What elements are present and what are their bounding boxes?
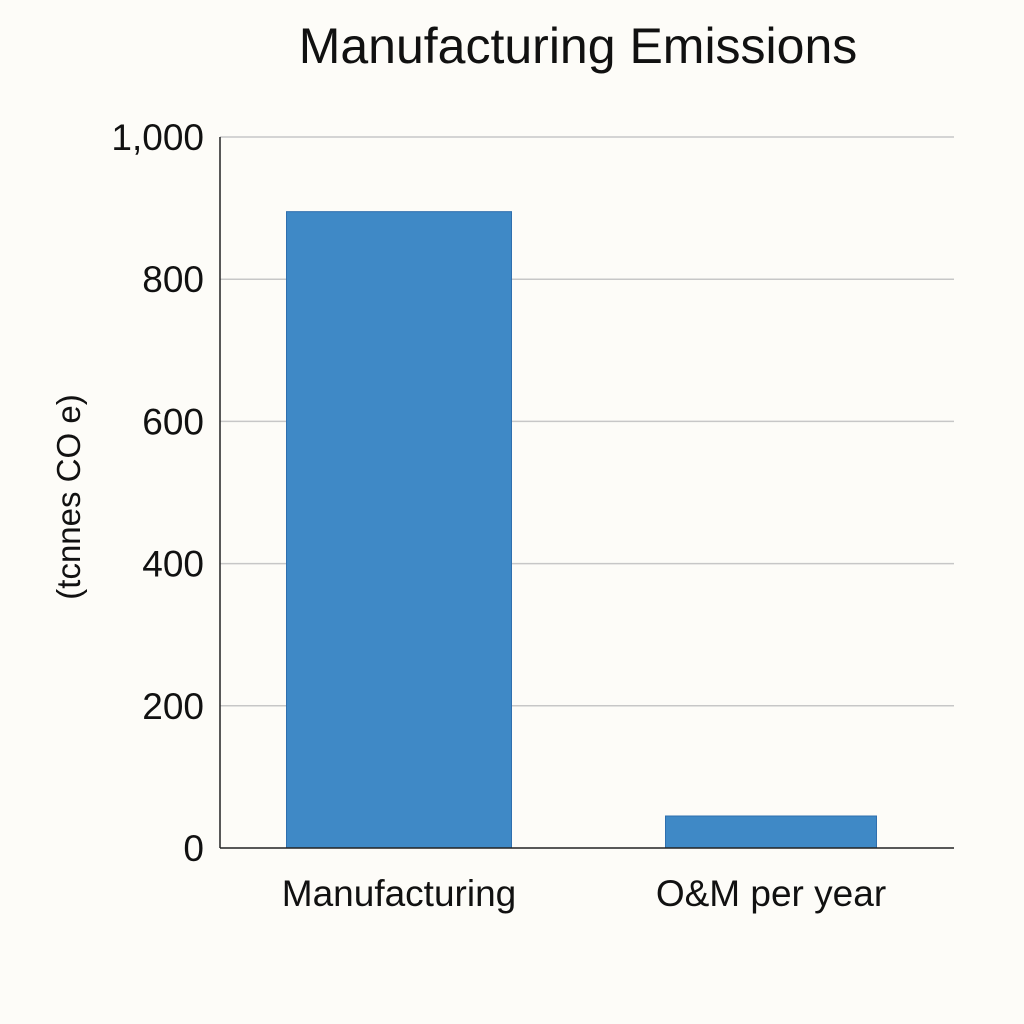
y-axis-title: (tcnnes CO e) [50,394,87,599]
y-tick-label: 200 [142,686,204,727]
bar-om-per-year [665,815,877,849]
x-category-label: Manufacturing [282,873,516,914]
y-tick-label: 1,000 [111,117,204,158]
y-tick-labels: 0 200 400 600 800 1,000 [111,117,204,869]
axes [219,137,954,849]
x-category-labels: Manufacturing O&M per year [282,873,886,914]
bars [286,211,877,849]
chart-title: Manufacturing Emissions [299,18,858,74]
y-tick-label: 400 [142,544,204,585]
y-tick-label: 800 [142,259,204,300]
x-category-label: O&M per year [656,873,886,914]
bar-manufacturing [286,211,512,849]
y-tick-label: 0 [183,828,204,869]
y-tick-label: 600 [142,401,204,442]
